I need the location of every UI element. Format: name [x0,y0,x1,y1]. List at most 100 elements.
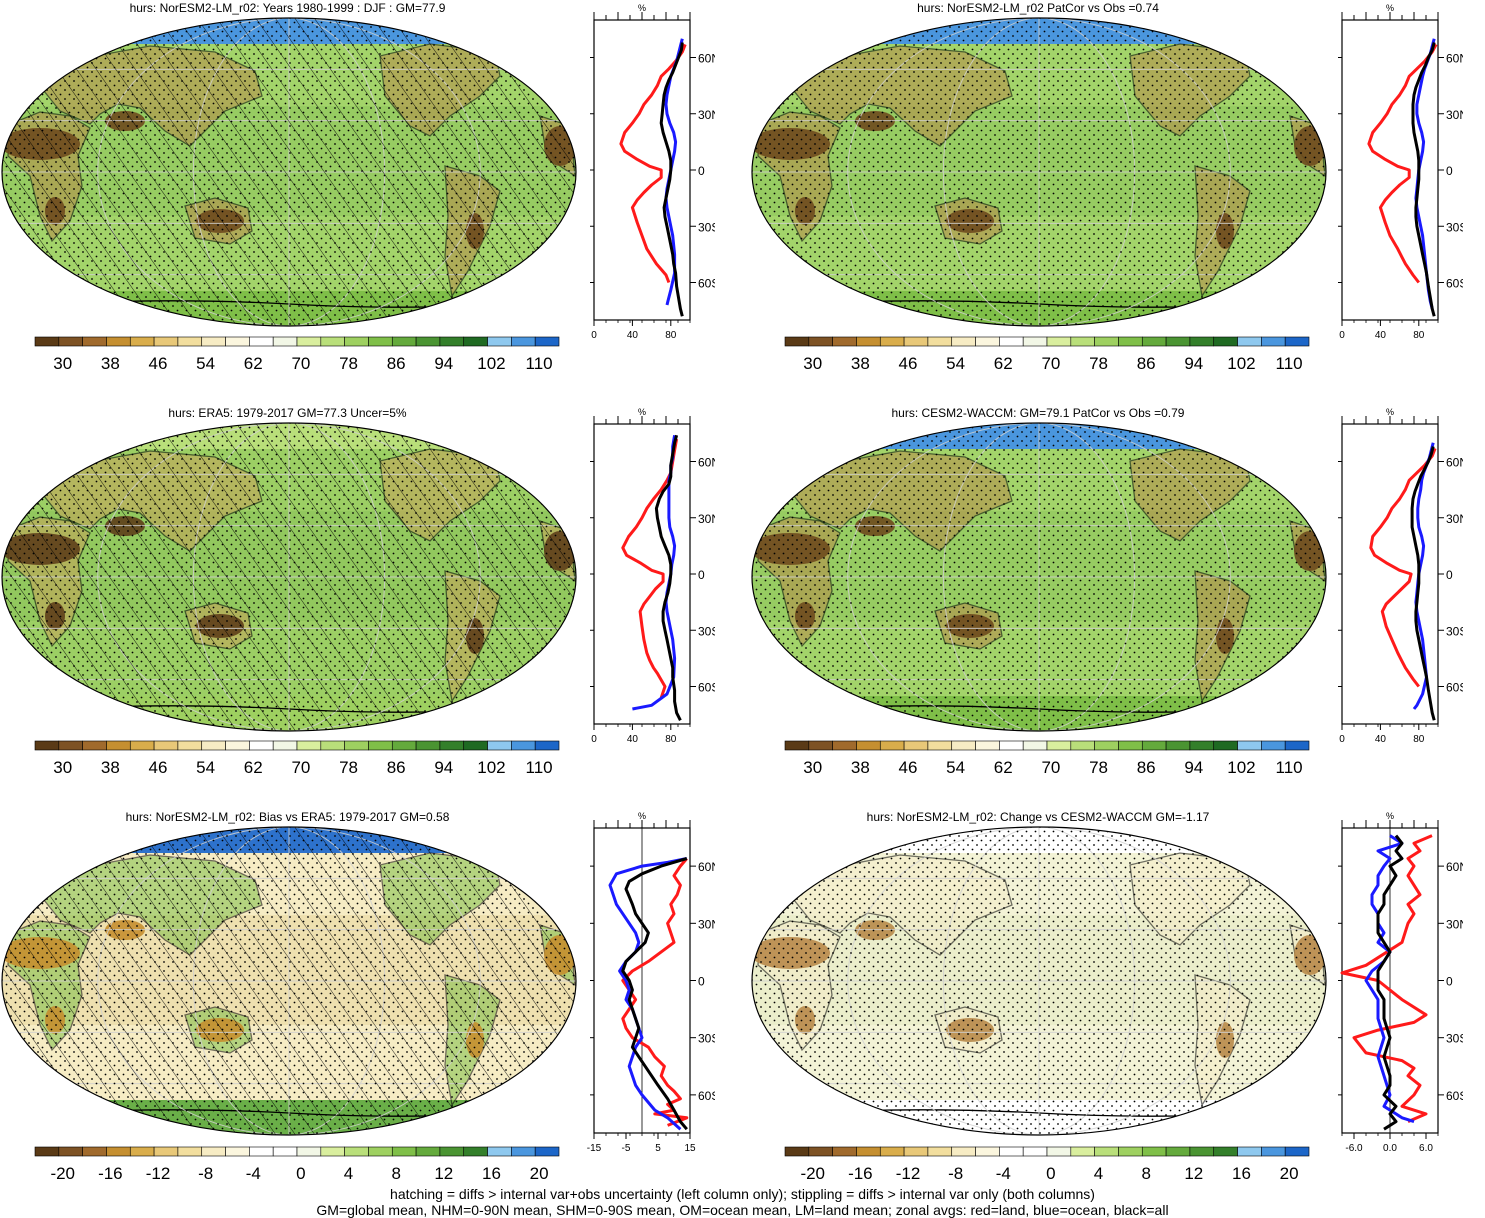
colorbar-swatch [511,336,536,347]
colorbar-swatch [106,336,131,347]
zonal-y-tick: 60N [698,860,715,874]
colorbar-swatch [1094,336,1119,347]
colorbar-label: 12 [1184,1164,1203,1183]
colorbar-swatch [1284,336,1310,347]
map-title-1: hurs: NorESM2-LM_r02: Years 1980-1999 : … [129,1,446,15]
colorbar-2: 30 38 46 54 62 70 78 86 94 102 110 [784,336,1310,373]
colorbar-swatch [249,740,274,751]
colorbar-swatch [272,336,298,347]
colorbar-label: 30 [803,758,822,777]
colorbar-label: -20 [50,1164,75,1183]
colorbar-swatch [1070,336,1095,347]
footer-note-1: hatching = diffs > internal var+obs unce… [390,1186,1095,1202]
zonal-profile-2: % 0 40 80 60N 30N 0 30S 60S [1338,3,1463,341]
colorbar-swatch [1189,740,1215,751]
zonal-x-tick: 5 [655,1143,661,1154]
colorbar-swatch [320,1146,345,1157]
colorbar-swatch [58,1146,83,1157]
zonal-x-tick: -5 [622,1143,631,1154]
colorbar-swatch [951,336,976,347]
colorbar-swatch [975,336,1000,347]
zonal-profile-3: % 0 40 80 60N 30N 0 30S 60S [590,407,715,745]
colorbar-swatch [368,1146,393,1157]
colorbar-label: -4 [996,1164,1011,1183]
colorbar-5: -20 -16 -12 -8 -4 0 4 8 12 16 20 [34,1146,560,1183]
colorbar-3: 30 38 46 54 62 70 78 86 94 102 110 [34,740,560,777]
colorbar-swatch [1070,740,1095,751]
colorbar-label: 20 [1280,1164,1299,1183]
colorbar-swatch [249,1146,274,1157]
map-3 [1,422,577,732]
colorbar-label: 62 [994,758,1013,777]
zonal-x-tick: -15 [587,1143,602,1154]
zonal-line-land [621,438,679,699]
colorbar-swatch [487,740,512,751]
zonal-line-all [621,857,688,1131]
colorbar-swatch [1022,1146,1048,1157]
colorbar-label: 54 [196,354,215,373]
colorbar-swatch [320,336,345,347]
colorbar-label: 4 [1094,1164,1103,1183]
colorbar-swatch [487,1146,512,1157]
colorbar-swatch [1237,740,1262,751]
colorbar-swatch [903,1146,929,1157]
zonal-y-tick: 0 [1446,164,1453,178]
zonal-line-all [1411,42,1436,317]
colorbar-label: 16 [482,1164,501,1183]
colorbar-label: 102 [477,354,505,373]
colorbar-label: 30 [803,354,822,373]
zonal-y-tick: 0 [1446,975,1453,989]
map-title-2: hurs: NorESM2-LM_r02 PatCor vs Obs =0.74 [917,1,1159,15]
colorbar-swatch [1070,1146,1095,1157]
zonal-line-land [1367,43,1438,284]
zonal-title: % [638,3,646,13]
colorbar-label: 102 [477,758,505,777]
colorbar-swatch [415,336,441,347]
colorbar-swatch [1094,1146,1119,1157]
colorbar-swatch [129,740,155,751]
map-title-6: hurs: NorESM2-LM_r02: Change vs CESM2-WA… [866,810,1210,824]
colorbar-swatch [177,740,203,751]
zonal-y-tick: 30S [1446,220,1463,234]
colorbar-swatch [391,336,417,347]
colorbar-swatch [344,740,369,751]
colorbar-swatch [534,740,560,751]
zonal-line-all [659,42,684,317]
colorbar-swatch [296,336,322,347]
colorbar-label: 70 [1041,758,1060,777]
zonal-x-tick: 40 [1375,734,1387,745]
colorbar-swatch [415,1146,441,1157]
colorbar-swatch [927,1146,953,1157]
colorbar-swatch [201,336,226,347]
colorbar-label: -16 [98,1164,123,1183]
colorbar-swatch [903,336,929,347]
colorbar-swatch [34,1146,60,1157]
zonal-line-ocean [1414,38,1436,310]
zonal-y-tick: 60S [1446,1089,1463,1103]
colorbar-swatch [225,740,250,751]
colorbar-swatch [832,336,857,347]
zonal-profile-6: % -6.0 0.0 6.0 60N 30N 0 30S 60S [1338,811,1463,1154]
colorbar-swatch [999,740,1024,751]
colorbar-swatch [856,740,881,751]
zonal-line-land [1369,447,1437,688]
colorbar-swatch [225,1146,250,1157]
map-title-5: hurs: NorESM2-LM_r02: Bias vs ERA5: 1979… [125,810,450,824]
colorbar-label: -16 [848,1164,873,1183]
colorbar-swatch [106,1146,131,1157]
colorbar-label: 16 [1232,1164,1251,1183]
map-4 [751,422,1327,732]
colorbar-swatch [1022,336,1048,347]
colorbar-swatch [272,1146,298,1157]
colorbar-label: 46 [149,354,168,373]
zonal-y-tick: 60N [1446,860,1463,874]
colorbar-swatch [1118,1146,1143,1157]
colorbar-swatch [296,1146,322,1157]
colorbar-label: 46 [899,758,918,777]
colorbar-swatch [391,740,417,751]
zonal-title: % [638,407,646,417]
zonal-y-tick: 60N [1446,456,1463,470]
colorbar-label: 110 [1276,354,1303,373]
colorbar-label: 110 [526,758,553,777]
zonal-x-tick: 80 [1413,330,1425,341]
